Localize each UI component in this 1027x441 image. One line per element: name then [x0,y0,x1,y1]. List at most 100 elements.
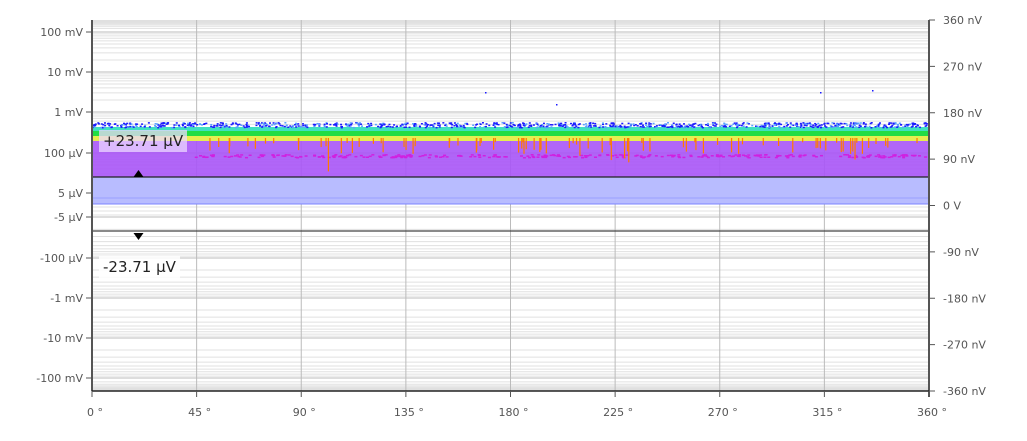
pd-point [148,126,151,128]
pd-point [332,124,335,126]
pd-spike [247,138,249,147]
pd-point [743,155,747,157]
pd-point [186,124,189,127]
pd-point [675,123,678,126]
pd-point [589,125,592,127]
pd-point [626,126,629,128]
pd-point [705,155,709,158]
pd-point [620,154,624,156]
pd-spike [479,138,481,146]
pd-point [564,124,567,126]
pd-point [444,123,447,126]
pd-point [859,125,862,128]
pd-point [432,125,435,128]
pd-point [759,125,762,128]
pd-point [605,126,608,129]
pd-point [435,156,439,158]
pd-point [469,156,473,158]
pd-point [823,122,826,125]
pd-point [474,126,477,129]
pd-point [911,125,914,128]
pd-point [722,156,726,158]
pd-point [240,154,244,156]
pd-point [536,156,540,158]
pd-point [798,156,802,158]
pd-point [472,124,475,126]
pd-point [791,155,795,158]
pd-point [741,123,744,125]
pd-point [178,124,181,127]
pd-point [374,123,377,126]
pd-point [517,125,520,127]
pd-point [281,155,285,157]
pd-point [477,154,481,157]
pd-point [759,154,763,156]
pd-point [292,125,295,127]
pd-point [166,123,169,125]
pd-point [912,155,916,157]
pd-point [134,123,137,125]
pd-point [335,125,338,127]
pd-point [882,126,885,129]
pd-point [223,155,227,158]
pd-point [368,155,372,158]
pd-point [108,124,111,127]
pd-point [629,123,632,125]
pd-spike [448,138,450,148]
pd-point [636,125,639,127]
pd-point [429,124,432,126]
negative-threshold-label[interactable]: -23.71 µV [99,256,180,278]
pd-point [211,155,215,157]
pd-point [438,126,441,128]
positive-threshold-label[interactable]: +23.71 µV [99,130,188,152]
pd-point [774,122,777,124]
pd-point [809,125,812,128]
right-tick-label: -270 nV [943,339,986,352]
pd-point [715,154,719,156]
pd-point [602,126,605,128]
pd-point [771,125,774,127]
pd-point [888,122,891,124]
pd-point [558,125,561,128]
pd-point [450,122,453,124]
pd-spike [777,138,780,146]
pd-point [415,124,418,127]
pd-point [175,122,178,124]
pd-point [236,154,240,156]
pd-point [216,123,219,125]
pd-point [162,122,165,124]
pd-point [509,124,512,127]
pd-point [556,104,558,106]
pd-point [312,123,315,126]
pd-spike [264,138,267,144]
pd-point [173,124,176,126]
pd-point [759,156,763,159]
pd-point [588,124,591,127]
pd-point [478,156,482,159]
pd-point [584,156,588,159]
pd-point [880,156,884,159]
pd-point [846,124,849,127]
pd-point [906,125,909,128]
pd-spike [346,138,348,143]
pd-spike [358,138,360,147]
pd-point [275,122,278,125]
pd-point [612,123,615,125]
pd-point [413,125,416,127]
pd-point [156,123,159,125]
pd-point [760,124,763,127]
pd-point [285,124,288,127]
pd-point [219,124,222,126]
pd-spike [372,138,374,144]
pd-point [497,123,500,126]
pd-point [666,126,669,128]
pd-point [216,124,219,126]
pd-point [541,156,545,159]
pd-point [808,122,811,124]
pd-point [261,155,265,157]
pd-point [155,125,158,128]
pd-point [897,155,901,158]
pd-point [736,126,739,129]
pd-point [669,154,673,157]
pd-point [845,122,848,125]
